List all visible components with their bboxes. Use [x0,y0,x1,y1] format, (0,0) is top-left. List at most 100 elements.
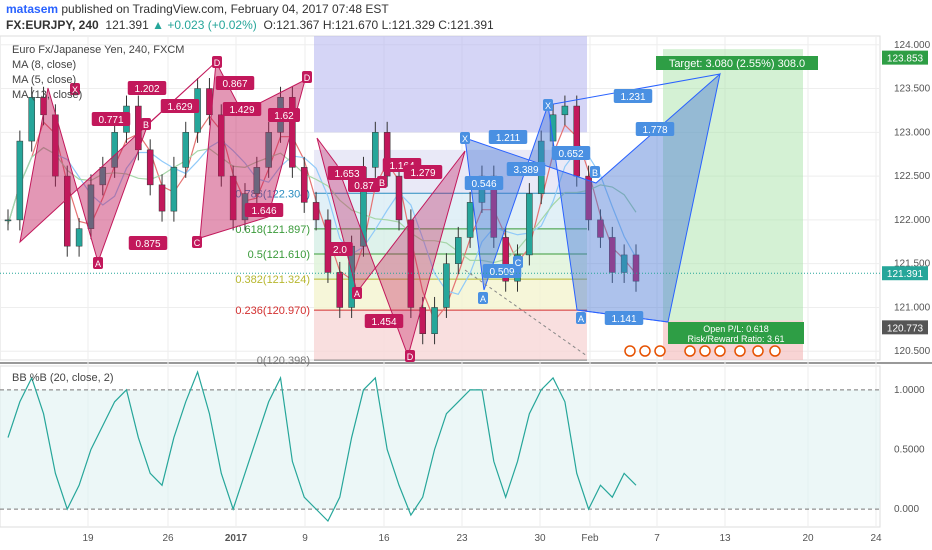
candle-body [158,184,166,212]
candle-body [170,167,178,212]
candle-body [16,140,24,221]
stop-box [668,322,804,344]
candle-body [466,202,474,238]
candle-body [561,105,569,116]
pattern-point-label: X [72,85,78,95]
pattern-point-label: B [379,178,385,188]
pattern-point-badge [192,236,202,248]
candle-body [4,219,12,222]
ratio-badge [160,99,200,113]
author-name[interactable]: matasem [6,2,59,16]
ratio-label: 1.646 [251,206,276,217]
ratio-badge [244,203,284,217]
pattern-point-label: D [304,73,311,83]
pattern-point-badge [576,312,586,324]
legend-ma3: MA (13, close) [12,89,83,101]
pattern-point-label: C [515,258,522,268]
bb-band [0,389,880,510]
ratio-label: 0.875 [135,239,160,250]
ratio-label: 1.211 [496,133,521,144]
osc-tick-label: 0.000 [894,504,919,515]
risk-reward-label: Risk/Reward Ratio: 3.61 [687,334,784,344]
ratio-badge [127,81,167,95]
pattern-point-badge [377,176,387,188]
pattern-point-label: A [95,259,101,269]
fib-band [314,310,587,361]
ratio-label: 1.778 [642,125,667,136]
legend-oscillator: BB %B (20, close, 2) [12,372,114,384]
candle-body [300,167,308,203]
candle-body [431,307,438,334]
target-label: Target: 3.080 (2.55%) 308.0 [669,58,805,70]
event-marker [734,345,746,357]
candle-body [218,114,225,177]
osc-tick-label: 0.5000 [894,444,925,455]
candle-body [87,184,95,229]
price-badge-label: 123.853 [887,54,924,65]
pattern-point-badge [302,71,312,83]
fib-label: 0.236(120.970) [235,305,310,317]
fib-label: 0(120.398) [257,355,310,367]
candle-body [573,105,581,177]
price-badge-label: 121.391 [887,269,924,280]
x-tick-label: 20 [802,533,814,544]
pattern-point-label: D [214,58,221,68]
ratio-badge [403,165,443,179]
candle-body [312,202,320,221]
candle-body [99,167,107,186]
candle-body [395,175,403,221]
ratio-label: 0.867 [222,79,247,90]
ratio-badge [91,112,131,126]
event-marker [639,345,651,357]
ratio-label: 0.652 [558,149,583,160]
x-tick-label: 7 [654,533,660,544]
candle-body [229,175,237,221]
candle-body [336,272,344,308]
pattern-point-badge [513,256,523,268]
price-badge-label: 120.773 [887,323,924,334]
ratio-label: 1.231 [620,92,645,103]
ratio-label: 0.771 [98,115,123,126]
pattern-point-label: X [545,101,551,111]
candle-body [597,219,604,238]
ratio-badge [464,176,504,190]
stop-label: Open P/L: 0.618 [703,324,769,334]
target-zone [663,49,803,321]
candle-body [526,193,533,256]
candle-body [75,228,83,247]
ratio-badge [613,89,653,103]
ratio-badge [222,102,262,116]
ratio-badge [506,162,546,176]
y-tick-label: 123.500 [894,84,931,95]
x-tick-label: 24 [870,533,882,544]
fib-label: 0.5(121.610) [248,249,310,261]
pattern-point-label: D [407,352,414,362]
pattern-point-label: C [194,238,201,248]
event-marker [769,345,781,357]
candle-body [443,263,450,308]
x-tick-label: 13 [719,533,731,544]
x-tick-label: 9 [302,533,308,544]
event-marker [624,345,636,357]
ratio-label: 0.509 [489,267,514,278]
ratio-label: 2.0 [333,245,347,256]
candle-body [632,254,640,282]
x-tick-label: 23 [456,533,468,544]
candle-body [265,132,272,168]
open-value: O:121.367 [263,18,320,32]
price-badge [882,50,928,65]
ratio-badge [488,130,528,144]
candle-body [407,219,415,308]
y-tick-label: 124.000 [894,40,931,51]
event-marker [654,345,666,357]
pattern-point-badge [141,118,151,130]
ratio-badge [128,236,168,250]
event-marker [714,345,726,357]
price-badge [882,266,928,281]
ratio-badge [327,166,367,180]
ratio-label: 1.62 [274,111,294,122]
ratio-badge [551,146,591,160]
ratio-label: 0.87 [354,181,374,192]
pattern-point-label: A [578,314,584,324]
